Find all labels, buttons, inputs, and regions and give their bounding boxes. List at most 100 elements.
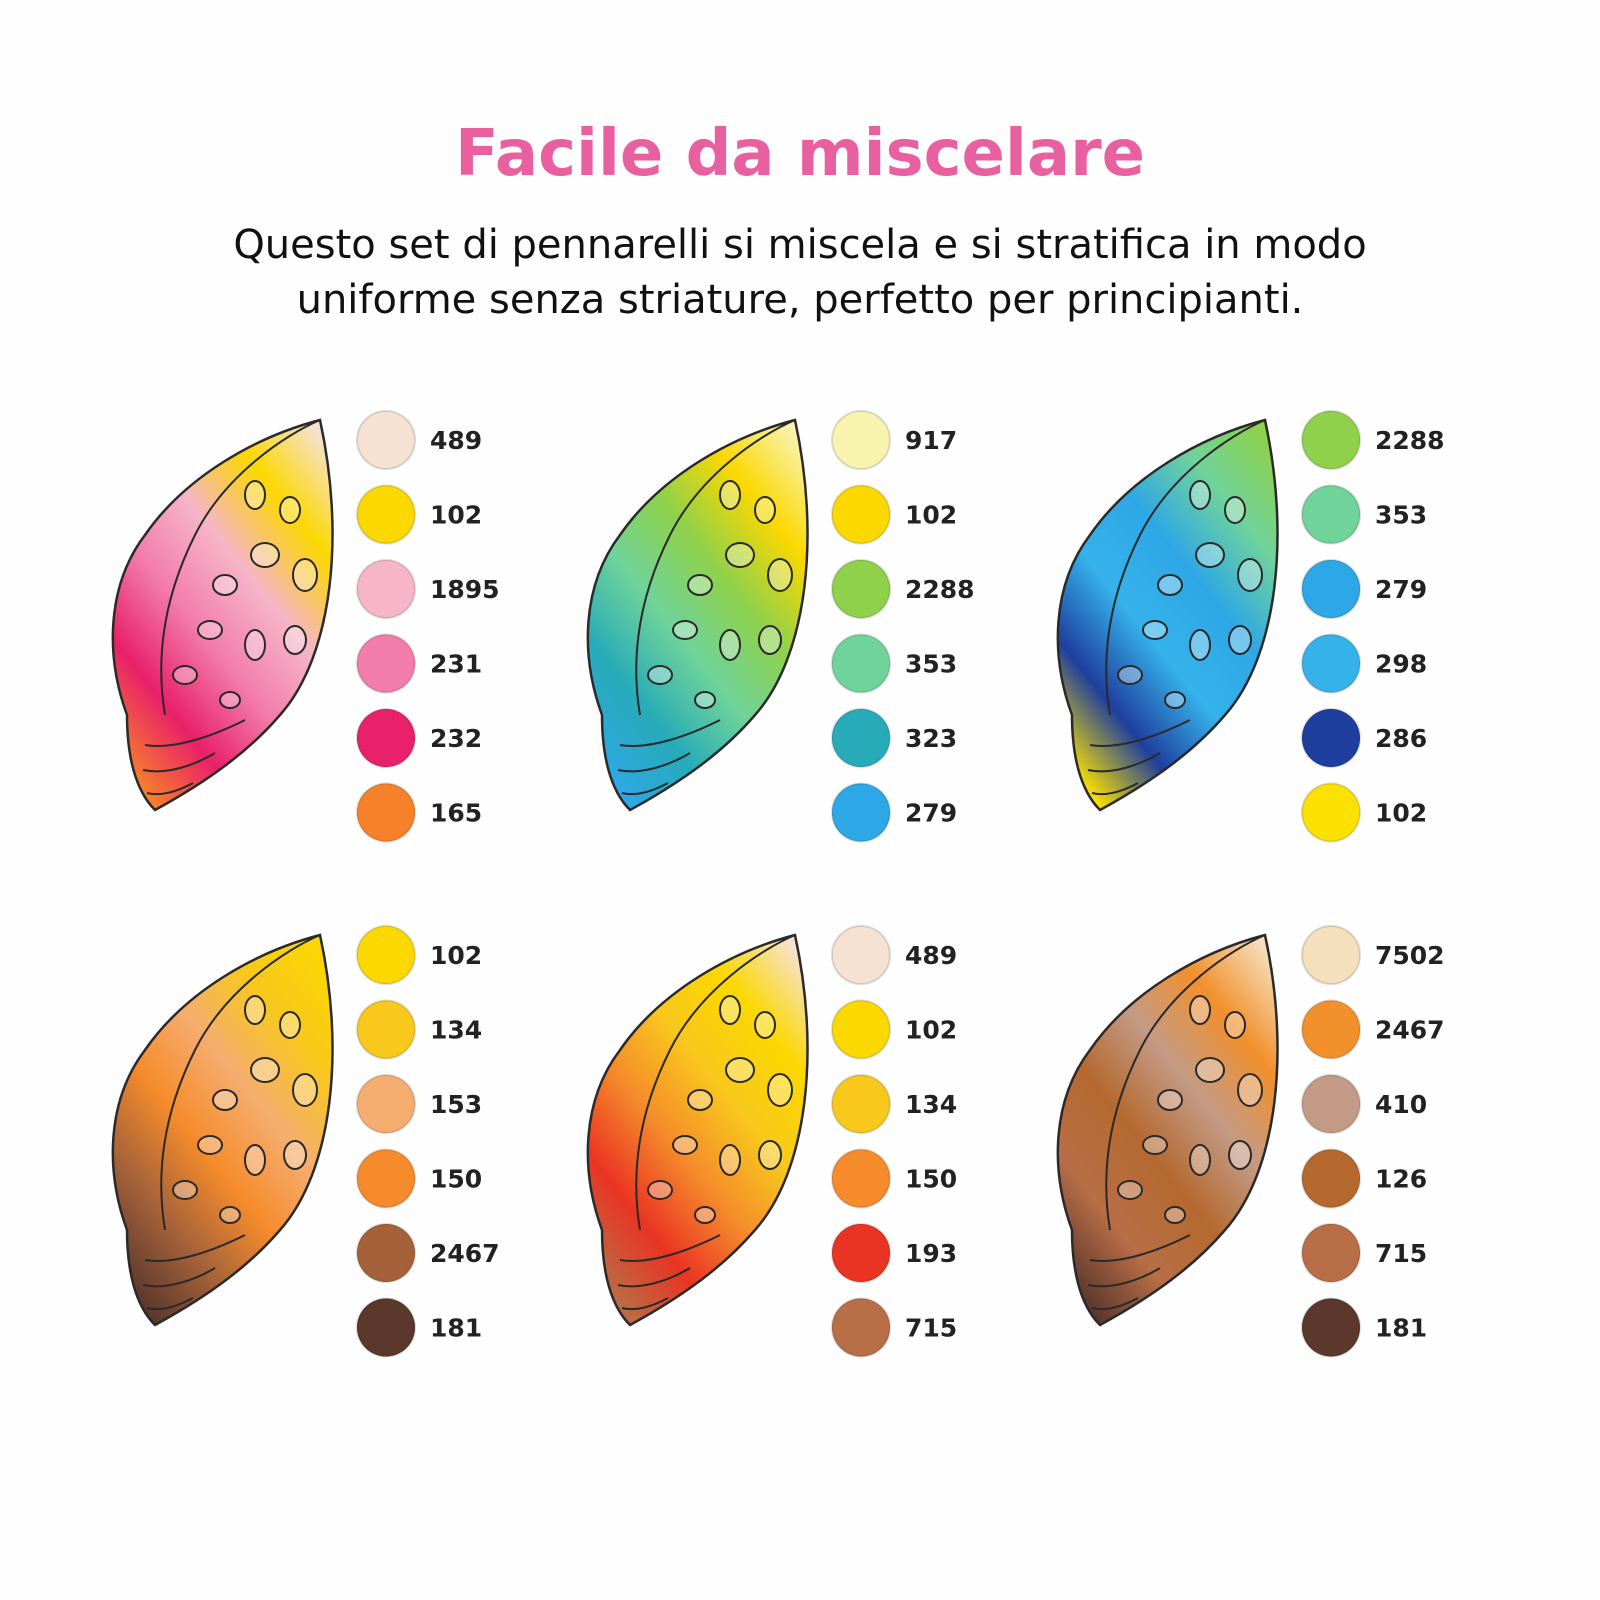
swatch xyxy=(1301,1148,1361,1209)
shell-spot xyxy=(719,480,741,510)
swatch xyxy=(1301,633,1361,694)
swatch-code: 279 xyxy=(1375,575,1427,604)
shell-spot xyxy=(279,1011,301,1039)
shell-spot xyxy=(283,625,307,655)
shell-spot xyxy=(244,995,266,1025)
shell xyxy=(586,418,809,812)
shell-spot xyxy=(197,620,223,640)
shell xyxy=(111,933,334,1327)
shell-spot xyxy=(1117,665,1143,685)
shell xyxy=(586,933,809,1327)
shell-whorl xyxy=(144,719,246,747)
shell-spot xyxy=(754,496,776,524)
shell-whorl xyxy=(1091,1297,1139,1311)
shell-spot xyxy=(219,691,241,709)
panel: 7502 2467 410 126 715 181 xyxy=(1056,925,1445,1358)
shell-spot xyxy=(1142,620,1168,640)
swatch-code: 126 xyxy=(1375,1165,1427,1194)
shell-whorl xyxy=(1087,1267,1161,1288)
shell-lip xyxy=(160,934,321,1231)
swatch-code: 181 xyxy=(1375,1314,1427,1343)
shell-whorl xyxy=(1087,752,1161,773)
swatch xyxy=(831,925,891,985)
shell-whorl xyxy=(142,1267,216,1288)
shell-spot xyxy=(1237,558,1263,592)
swatch xyxy=(1301,410,1361,470)
shell-spot xyxy=(1157,1089,1183,1111)
swatch-code: 150 xyxy=(430,1165,482,1194)
shell-spot xyxy=(1142,1135,1168,1155)
shell-spot xyxy=(1164,691,1186,709)
shell-lip xyxy=(1105,419,1266,716)
swatch-code: 102 xyxy=(430,941,482,970)
shell-lip xyxy=(635,934,796,1231)
swatch xyxy=(831,782,891,843)
shell-spot xyxy=(687,574,713,596)
shell-spot xyxy=(283,1140,307,1170)
shell-whorl xyxy=(146,1297,194,1311)
shell-spot xyxy=(1195,542,1225,568)
swatch xyxy=(1301,925,1361,985)
swatch-code: 286 xyxy=(1375,724,1427,753)
swatch-code: 193 xyxy=(905,1239,957,1268)
swatch xyxy=(356,410,416,470)
shell-whorl xyxy=(619,719,721,747)
shell-spot xyxy=(672,1135,698,1155)
shell-spot xyxy=(250,542,280,568)
subtitle-line: Questo set di pennarelli si miscela e si… xyxy=(233,222,1366,268)
swatch-code: 7502 xyxy=(1375,941,1445,970)
shell-spot xyxy=(758,625,782,655)
swatch-code: 181 xyxy=(430,1314,482,1343)
shell-spot xyxy=(719,629,741,661)
shell-spot xyxy=(767,558,793,592)
shell-spot xyxy=(758,1140,782,1170)
subtitle-line: uniforme senza striature, perfetto per p… xyxy=(297,277,1304,323)
shell-spot xyxy=(1164,1206,1186,1224)
shell xyxy=(1056,933,1279,1327)
shell-spot xyxy=(694,1206,716,1224)
shell-lip xyxy=(1105,934,1266,1231)
shell-whorl xyxy=(621,782,669,796)
shell-spot xyxy=(212,1089,238,1111)
swatch-code: 134 xyxy=(905,1090,957,1119)
swatch-code: 102 xyxy=(905,501,957,530)
panel: 489 102 134 150 193 715 xyxy=(586,925,957,1358)
swatch xyxy=(356,484,416,545)
swatch xyxy=(356,999,416,1060)
swatch xyxy=(831,484,891,545)
swatch xyxy=(1301,1074,1361,1134)
panel: 917 102 2288 353 323 279 xyxy=(586,410,975,843)
swatch xyxy=(831,633,891,694)
swatch xyxy=(831,1297,891,1358)
shell-spot xyxy=(1189,995,1211,1025)
shell-spot xyxy=(725,542,755,568)
shell-spot xyxy=(1224,1011,1246,1039)
shell-spot xyxy=(1189,1144,1211,1176)
swatch xyxy=(1301,708,1361,768)
shell-spot xyxy=(197,1135,223,1155)
swatch xyxy=(831,410,891,470)
swatch-code: 917 xyxy=(905,426,957,455)
shell-spot xyxy=(292,1073,318,1107)
shell-spot xyxy=(212,574,238,596)
shell-spot xyxy=(279,496,301,524)
shell-spot xyxy=(1117,1180,1143,1200)
shell-spot xyxy=(1157,574,1183,596)
shell-whorl xyxy=(144,1234,246,1262)
shell xyxy=(111,418,334,812)
swatch xyxy=(1301,1223,1361,1283)
swatch-code: 279 xyxy=(905,799,957,828)
swatch-code: 298 xyxy=(1375,650,1427,679)
swatch xyxy=(1301,782,1361,843)
swatch xyxy=(831,1148,891,1209)
shell-spot xyxy=(250,1057,280,1083)
swatch-code: 715 xyxy=(905,1314,957,1343)
panel: 102 134 153 150 2467 181 xyxy=(111,925,500,1358)
swatch-code: 165 xyxy=(430,799,482,828)
shell-spot xyxy=(1228,625,1252,655)
shell-spot xyxy=(754,1011,776,1039)
panel: 489 102 1895 231 232 165 xyxy=(111,410,500,843)
swatch-code: 2288 xyxy=(905,575,975,604)
